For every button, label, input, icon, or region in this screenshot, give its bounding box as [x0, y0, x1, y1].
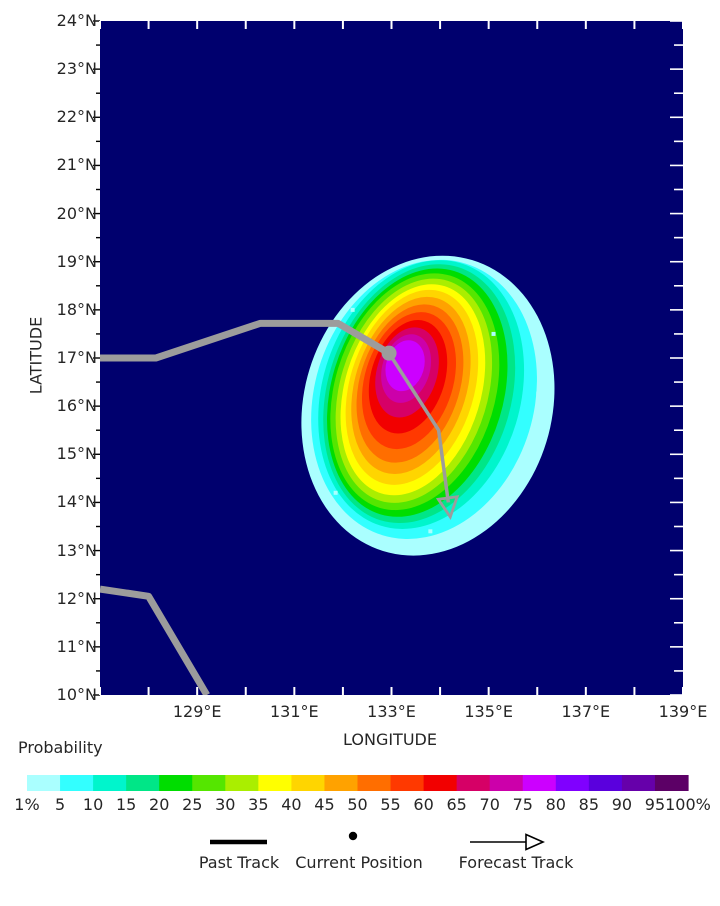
- colorbar-tick-label: 15: [115, 795, 137, 814]
- colorbar-segment: [357, 775, 392, 791]
- lon-tick-label: 137°E: [561, 702, 611, 721]
- lat-tick-label: 18°N: [56, 299, 97, 319]
- colorbar-tick-label: 80: [545, 795, 566, 814]
- colorbar-segment: [522, 775, 557, 791]
- lat-tick-label: 17°N: [56, 348, 97, 367]
- colorbar-segment: [159, 775, 193, 791]
- probability-speckle: [536, 391, 541, 396]
- colorbar-tick-label: 25: [182, 795, 203, 814]
- probability-speckle: [428, 529, 433, 534]
- legend-current-position-label: Current Position: [295, 853, 423, 872]
- colorbar-segment: [291, 775, 326, 791]
- lat-tick-label: 24°N: [56, 11, 97, 30]
- current-position-marker: [381, 345, 397, 361]
- colorbar-tick-label: 70: [479, 795, 500, 814]
- probability-speckle: [333, 490, 338, 495]
- legend-forecast-arrowhead-icon: [525, 833, 545, 851]
- colorbar-segment: [423, 775, 458, 791]
- colorbar-tick-label: 65: [446, 795, 467, 814]
- colorbar-segment: [93, 775, 127, 791]
- axis-ticks: [93, 20, 686, 696]
- past-track-early-line: [100, 585, 210, 695]
- colorbar-segment: [60, 775, 94, 791]
- forecast-arrowhead-icon: [435, 495, 460, 520]
- forecast-track-line: [387, 352, 451, 503]
- lat-tick-label: 10°N: [56, 685, 97, 704]
- colorbar-tick-label: 5: [54, 795, 66, 814]
- lon-tick-label: 139°E: [658, 702, 708, 721]
- colorbar-tick-label: 60: [413, 795, 434, 814]
- colorbar-segment: [489, 775, 524, 791]
- x-axis-title: LONGITUDE: [343, 730, 437, 749]
- colorbar-segment: [555, 775, 590, 791]
- lat-tick-label: 14°N: [56, 492, 97, 512]
- lat-tick-label: 13°N: [56, 540, 97, 560]
- colorbar-tick-label: 50: [347, 795, 368, 814]
- lon-tick-label: 135°E: [464, 702, 513, 721]
- lon-tick-label: 133°E: [367, 702, 416, 721]
- lat-tick-label: 16°N: [56, 396, 97, 416]
- lon-tick-label: 129°E: [172, 702, 222, 721]
- colorbar-tick-label: 1%: [14, 795, 40, 814]
- lat-tick-label: 12°N: [56, 588, 97, 608]
- colorbar-segment: [390, 775, 425, 791]
- map-content: [100, 255, 555, 695]
- colorbar-segment: [225, 775, 259, 791]
- colorbar-segment: [126, 775, 160, 791]
- lat-tick-label: 23°N: [56, 59, 97, 79]
- legend-symbols: [210, 831, 545, 851]
- colorbar-segment: [258, 775, 292, 791]
- colorbar-tick-label: 45: [314, 795, 335, 814]
- lat-tick-label: 22°N: [56, 107, 97, 127]
- colorbar-tick-label: 90: [611, 795, 633, 814]
- colorbar-segment: [654, 775, 689, 791]
- probability-speckle: [491, 331, 496, 336]
- colorbar-segment: [192, 775, 226, 791]
- colorbar-tick-label: 75: [512, 795, 533, 814]
- colorbar-tick-label: 95: [644, 795, 666, 814]
- lat-tick-label: 20°N: [56, 203, 97, 223]
- colorbar-tick-label: 35: [248, 795, 269, 814]
- colorbar-tick-label: 20: [149, 795, 170, 814]
- colorbar-tick-label: 10: [82, 795, 104, 814]
- lon-tick-label: 131°E: [270, 702, 319, 721]
- legend-past-track-label: Past Track: [198, 853, 280, 872]
- colorbar-segment: [588, 775, 623, 791]
- colorbar-tick-label: 85: [578, 795, 600, 814]
- probability-colorbar: [27, 775, 689, 791]
- colorbar-tick-label: 100%: [665, 795, 711, 814]
- legend-current-position-symbol: [348, 831, 358, 841]
- colorbar-segment: [27, 775, 61, 791]
- past-track-line: [100, 319, 391, 362]
- lat-tick-label: 15°N: [56, 444, 97, 464]
- colorbar-tick-label: 55: [380, 795, 401, 814]
- legend-forecast-track-label: Forecast Track: [458, 853, 574, 872]
- probability-speckle: [350, 307, 355, 312]
- colorbar-title: Probability: [18, 738, 103, 757]
- colorbar-tick-label: 30: [215, 795, 236, 814]
- colorbar-segment: [456, 775, 491, 791]
- lat-tick-label: 11°N: [56, 636, 97, 656]
- lat-tick-label: 19°N: [56, 251, 97, 271]
- colorbar-segment: [324, 775, 359, 791]
- colorbar-tick-label: 40: [281, 795, 302, 814]
- lat-tick-label: 21°N: [56, 155, 97, 175]
- colorbar-segment: [621, 775, 656, 791]
